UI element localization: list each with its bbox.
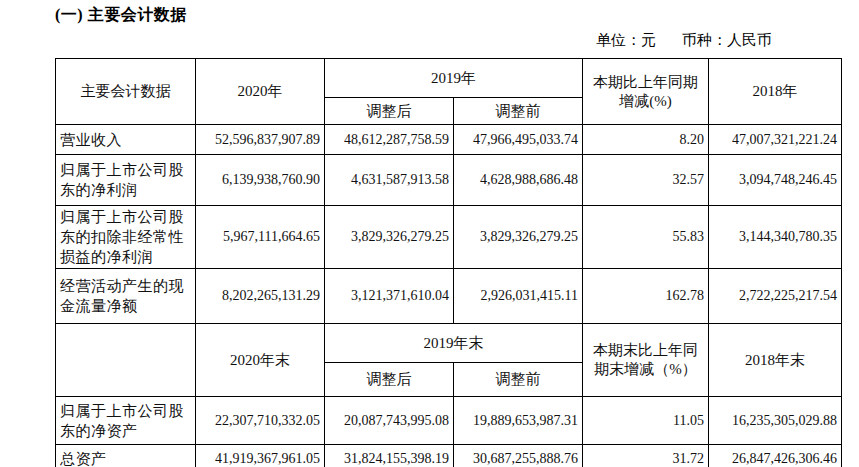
metric-label: 归属于上市公司股东的扣除非经常性损益的净利润: [56, 206, 196, 269]
header-adjusted-after: 调整后: [325, 98, 454, 125]
table-row-operating-cash-flow: 经营活动产生的现金流量净额 8,202,265,131.29 3,121,371…: [56, 269, 842, 324]
value-2020: 8,202,265,131.29: [196, 269, 325, 324]
section-title: (一) 主要会计数据: [55, 5, 187, 26]
header-2018-end: 2018年末: [709, 324, 842, 397]
table-row-total-assets: 总资产 41,919,367,961.05 31,824,155,398.19 …: [56, 445, 842, 467]
value-2018-end: 16,235,305,029.88: [709, 397, 842, 445]
value-2018: 47,007,321,221.24: [709, 125, 842, 155]
value-change-pct: 32.57: [583, 155, 709, 206]
header-2020-end: 2020年末: [196, 324, 325, 397]
header-yoy-end-change: 本期末比上年同期末增减（%）: [583, 324, 709, 397]
value-2020-end: 41,919,367,961.05: [196, 445, 325, 467]
value-2018-end: 26,847,426,306.46: [709, 445, 842, 467]
header-metric-empty: [56, 324, 196, 397]
header-row-period-end: 2020年末 2019年末 本期末比上年同期末增减（%） 2018年末: [56, 324, 842, 363]
document-page: (一) 主要会计数据 单位：元 币种：人民币 主要会计数据 2020年 2019年…: [0, 0, 859, 467]
header-yoy-change: 本期比上年同期增减(%): [583, 59, 709, 125]
table-row-net-assets: 归属于上市公司股东的净资产 22,307,710,332.05 20,087,7…: [56, 397, 842, 445]
main-accounting-data-table: 主要会计数据 2020年 2019年 本期比上年同期增减(%) 2018年 调整…: [55, 58, 842, 467]
header-metric: 主要会计数据: [56, 59, 196, 125]
value-2019-pre: 47,966,495,033.74: [454, 125, 583, 155]
value-2020: 5,967,111,664.65: [196, 206, 325, 269]
value-change-pct: 162.78: [583, 269, 709, 324]
header-2018: 2018年: [709, 59, 842, 125]
metric-label: 归属于上市公司股东的净利润: [56, 155, 196, 206]
header-2019: 2019年: [325, 59, 583, 98]
value-2019-end-pre: 19,889,653,987.31: [454, 397, 583, 445]
unit-note: 单位：元 币种：人民币: [596, 31, 772, 50]
value-2019-pre: 4,628,988,686.48: [454, 155, 583, 206]
value-2020: 52,596,837,907.89: [196, 125, 325, 155]
value-2020: 6,139,938,760.90: [196, 155, 325, 206]
value-change-pct: 31.72: [583, 445, 709, 467]
metric-label: 营业收入: [56, 125, 196, 155]
value-2019-end-adjusted: 20,087,743,995.08: [325, 397, 454, 445]
value-2019-adjusted: 3,121,371,610.04: [325, 269, 454, 324]
currency-label: 币种：人民币: [682, 32, 772, 48]
value-2018: 3,144,340,780.35: [709, 206, 842, 269]
header-adjusted-before: 调整前: [454, 98, 583, 125]
metric-label: 总资产: [56, 445, 196, 467]
value-2018: 2,722,225,217.54: [709, 269, 842, 324]
value-change-pct: 11.05: [583, 397, 709, 445]
value-2019-end-pre: 30,687,255,888.76: [454, 445, 583, 467]
header-2020: 2020年: [196, 59, 325, 125]
value-2020-end: 22,307,710,332.05: [196, 397, 325, 445]
header-2019-end: 2019年末: [325, 324, 583, 363]
value-change-pct: 55.83: [583, 206, 709, 269]
table-row-net-profit-excl-nonrecurring: 归属于上市公司股东的扣除非经常性损益的净利润 5,967,111,664.65 …: [56, 206, 842, 269]
value-2019-adjusted: 48,612,287,758.59: [325, 125, 454, 155]
header-adjusted-before: 调整前: [454, 363, 583, 397]
value-2019-end-adjusted: 31,824,155,398.19: [325, 445, 454, 467]
value-2019-adjusted: 4,631,587,913.58: [325, 155, 454, 206]
value-change-pct: 8.20: [583, 125, 709, 155]
value-2019-pre: 2,926,031,415.11: [454, 269, 583, 324]
table-row-revenue: 营业收入 52,596,837,907.89 48,612,287,758.59…: [56, 125, 842, 155]
value-2019-adjusted: 3,829,326,279.25: [325, 206, 454, 269]
header-row-period: 主要会计数据 2020年 2019年 本期比上年同期增减(%) 2018年: [56, 59, 842, 98]
value-2019-pre: 3,829,326,279.25: [454, 206, 583, 269]
unit-label: 单位：元: [596, 32, 656, 48]
table-row-net-profit: 归属于上市公司股东的净利润 6,139,938,760.90 4,631,587…: [56, 155, 842, 206]
metric-label: 经营活动产生的现金流量净额: [56, 269, 196, 324]
metric-label: 归属于上市公司股东的净资产: [56, 397, 196, 445]
value-2018: 3,094,748,246.45: [709, 155, 842, 206]
header-adjusted-after: 调整后: [325, 363, 454, 397]
